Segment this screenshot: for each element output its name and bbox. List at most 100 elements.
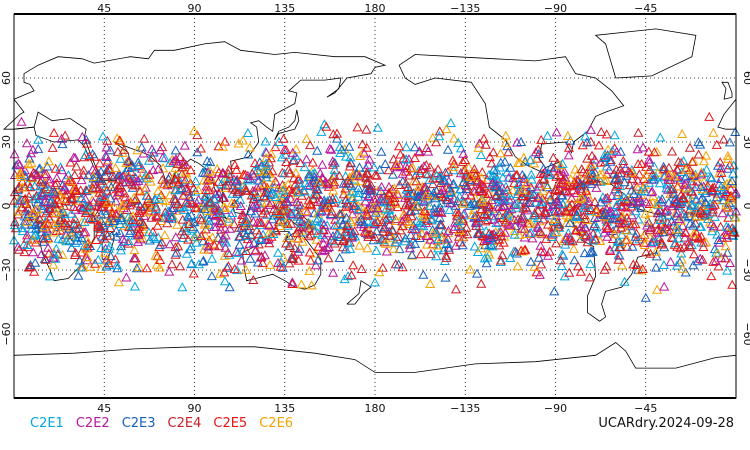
observation-marker <box>209 240 220 250</box>
observation-marker <box>378 196 390 206</box>
observation-marker <box>177 214 188 224</box>
observation-marker <box>517 169 528 179</box>
observation-marker <box>488 164 499 174</box>
observation-marker <box>335 209 346 219</box>
observation-marker <box>528 210 539 220</box>
observation-marker <box>449 221 460 231</box>
observation-marker <box>395 149 406 159</box>
observation-marker <box>582 214 593 225</box>
observation-marker <box>291 144 302 154</box>
observation-marker <box>188 183 199 193</box>
observation-marker <box>111 225 122 235</box>
observation-marker <box>186 198 198 208</box>
observation-marker <box>675 243 686 253</box>
observation-marker <box>285 193 296 203</box>
observation-marker <box>189 231 200 241</box>
observation-marker <box>321 121 332 131</box>
japan-coastline <box>274 109 300 141</box>
observation-marker <box>387 184 398 194</box>
observation-marker <box>542 219 554 229</box>
observation-marker <box>112 263 123 273</box>
observation-marker <box>425 278 436 288</box>
observation-marker <box>404 243 416 253</box>
observation-marker <box>240 216 251 226</box>
observation-marker <box>594 169 605 179</box>
observation-marker <box>631 259 642 269</box>
observation-marker <box>148 147 159 157</box>
observation-marker <box>589 196 600 206</box>
observation-marker <box>116 215 127 225</box>
observation-marker <box>68 218 79 228</box>
observation-marker <box>182 201 193 211</box>
observation-marker <box>45 195 57 205</box>
observation-marker <box>576 193 587 203</box>
observation-marker <box>376 146 387 156</box>
observation-marker <box>111 231 122 241</box>
observation-marker <box>379 222 390 232</box>
observation-marker <box>60 130 71 140</box>
observation-marker <box>722 150 733 160</box>
observation-marker <box>144 169 155 179</box>
observation-marker <box>579 248 590 258</box>
observation-marker <box>487 178 498 188</box>
observation-marker <box>493 217 504 227</box>
observation-marker <box>192 147 203 157</box>
observation-marker <box>332 219 343 229</box>
observation-marker <box>705 172 716 182</box>
observation-marker <box>33 143 44 153</box>
observation-marker <box>281 156 292 166</box>
observation-marker <box>154 262 165 272</box>
observation-marker <box>647 186 658 196</box>
observation-marker <box>38 179 49 189</box>
top-lon-tick-label: 180 <box>365 2 386 15</box>
observation-marker <box>226 197 237 208</box>
observation-marker <box>649 161 660 171</box>
observation-marker <box>389 196 400 206</box>
observation-marker <box>236 255 247 265</box>
observation-marker <box>691 172 702 182</box>
observation-marker <box>509 229 520 239</box>
observation-marker <box>401 154 412 164</box>
observation-marker <box>166 259 178 269</box>
observation-marker <box>663 172 674 182</box>
uk-coastline <box>721 81 733 100</box>
observation-marker <box>260 136 271 146</box>
observation-marker <box>330 214 341 224</box>
observation-marker <box>453 137 464 147</box>
observation-marker <box>234 239 245 249</box>
observation-marker <box>568 185 579 195</box>
observation-marker <box>159 230 170 240</box>
observation-marker <box>264 259 276 269</box>
observation-marker <box>238 181 249 191</box>
observation-marker <box>555 169 566 179</box>
observation-marker <box>78 165 89 175</box>
observation-marker <box>481 234 492 244</box>
observation-marker <box>227 207 238 217</box>
observation-marker <box>168 156 179 166</box>
observation-marker <box>310 260 321 270</box>
observation-marker <box>269 182 280 192</box>
observation-marker <box>264 238 275 248</box>
observation-marker <box>538 163 549 173</box>
observation-marker <box>658 259 669 269</box>
observation-marker <box>43 242 54 252</box>
observation-marker <box>422 169 434 179</box>
observation-marker <box>667 183 678 193</box>
observation-marker <box>98 220 109 230</box>
observation-marker <box>13 209 24 219</box>
observation-marker <box>76 232 87 243</box>
observation-marker <box>517 212 528 222</box>
observation-marker <box>125 225 136 235</box>
observation-marker <box>673 181 684 191</box>
observation-marker <box>564 217 575 227</box>
observation-marker <box>637 263 648 273</box>
observation-marker <box>66 242 77 252</box>
observation-marker <box>586 150 598 160</box>
legend-item-c2e3: C2E3 <box>121 416 156 431</box>
observation-marker <box>358 221 369 231</box>
observation-marker <box>290 150 301 160</box>
observation-marker <box>370 207 381 217</box>
observation-marker <box>698 241 709 251</box>
observation-marker <box>305 140 316 150</box>
observation-marker <box>412 201 423 211</box>
